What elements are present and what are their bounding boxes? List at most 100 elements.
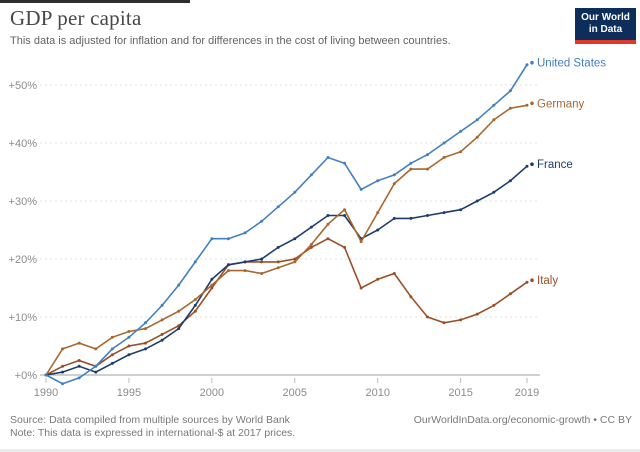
data-point xyxy=(276,205,280,209)
data-point xyxy=(442,211,446,215)
data-point xyxy=(243,269,247,273)
data-point xyxy=(226,263,230,267)
data-point xyxy=(425,214,429,217)
y-tick-label: +50% xyxy=(9,80,38,92)
data-point xyxy=(409,216,413,220)
y-tick-label: +20% xyxy=(9,254,38,266)
data-point xyxy=(127,330,131,333)
data-point xyxy=(359,286,363,290)
series-line-united-states xyxy=(45,64,528,385)
data-point xyxy=(492,190,496,194)
data-point xyxy=(392,182,396,186)
data-point xyxy=(425,153,429,157)
owid-logo-line1: Our World xyxy=(581,12,630,23)
x-tick-label: 2005 xyxy=(283,387,307,399)
data-point xyxy=(293,257,297,261)
data-point xyxy=(177,283,181,287)
data-point xyxy=(110,347,114,351)
data-point xyxy=(376,179,380,183)
series-label-italy: Italy xyxy=(537,275,558,287)
x-tick-label: 2015 xyxy=(448,387,472,399)
x-tick-label: 2019 xyxy=(515,387,539,399)
data-point xyxy=(525,63,529,67)
data-point xyxy=(459,208,463,212)
data-point xyxy=(425,315,429,319)
x-tick-label: 2000 xyxy=(200,387,224,399)
data-point xyxy=(392,272,396,275)
data-point xyxy=(492,303,496,307)
data-point xyxy=(442,141,446,145)
data-point xyxy=(508,292,512,296)
data-point xyxy=(193,303,197,307)
data-point xyxy=(260,272,264,275)
y-tick-label: +10% xyxy=(9,312,38,324)
data-point xyxy=(276,245,280,249)
footer-credit-link[interactable]: OurWorldInData.org/economic-growth • CC … xyxy=(413,414,632,426)
data-point xyxy=(475,118,479,122)
data-point xyxy=(475,199,479,203)
data-point xyxy=(226,269,230,273)
data-point xyxy=(77,364,81,368)
data-point xyxy=(243,231,247,235)
data-point xyxy=(508,179,512,183)
data-point xyxy=(144,347,148,351)
data-point xyxy=(160,303,164,307)
data-point xyxy=(492,103,496,107)
data-point xyxy=(127,353,131,357)
bottom-band xyxy=(0,449,640,452)
data-point xyxy=(94,347,98,351)
data-point xyxy=(425,167,429,171)
data-point xyxy=(144,321,148,325)
data-point xyxy=(144,327,148,331)
data-point xyxy=(492,118,496,122)
data-point xyxy=(160,318,164,322)
data-point xyxy=(309,225,313,229)
data-point xyxy=(61,370,65,374)
page-title: GDP per capita xyxy=(10,6,142,30)
y-tick-label: +0% xyxy=(15,370,38,382)
data-point xyxy=(376,211,380,215)
data-point xyxy=(210,283,214,287)
data-point xyxy=(110,335,114,339)
data-point xyxy=(359,240,363,244)
series-label-france: France xyxy=(537,159,573,171)
data-point xyxy=(293,237,297,241)
data-point xyxy=(110,353,114,357)
data-point xyxy=(260,257,264,261)
x-tick-label: 1995 xyxy=(117,387,141,399)
data-point xyxy=(77,376,81,380)
data-point xyxy=(525,164,529,168)
data-point xyxy=(459,150,463,154)
owid-logo-line2: in Data xyxy=(588,24,623,35)
data-point xyxy=(459,318,463,322)
data-point xyxy=(409,167,413,171)
owid-logo: Our World in Data xyxy=(575,8,636,44)
data-point xyxy=(309,173,313,177)
data-point xyxy=(77,359,81,362)
data-point xyxy=(475,312,479,316)
data-point xyxy=(276,266,280,270)
data-point xyxy=(525,280,529,284)
data-point xyxy=(210,277,214,281)
page-subtitle: This data is adjusted for inflation and … xyxy=(10,35,451,47)
data-point xyxy=(343,245,347,249)
data-point xyxy=(260,260,264,264)
data-point xyxy=(127,344,131,348)
data-point xyxy=(110,361,114,365)
data-point xyxy=(260,219,264,223)
data-point xyxy=(359,187,363,191)
footer-note: Note: This data is expressed in internat… xyxy=(10,427,296,439)
data-point xyxy=(226,237,230,241)
data-point xyxy=(61,347,65,351)
data-point xyxy=(193,260,197,264)
data-point xyxy=(127,335,131,339)
series-label-united-states: United States xyxy=(537,58,606,70)
data-point xyxy=(326,214,330,217)
series-end-dot xyxy=(530,162,534,166)
x-tick-label: 2010 xyxy=(365,387,389,399)
data-point xyxy=(459,129,463,133)
data-point xyxy=(343,208,347,212)
series-line-germany xyxy=(45,104,528,376)
series-label-germany: Germany xyxy=(537,98,585,110)
